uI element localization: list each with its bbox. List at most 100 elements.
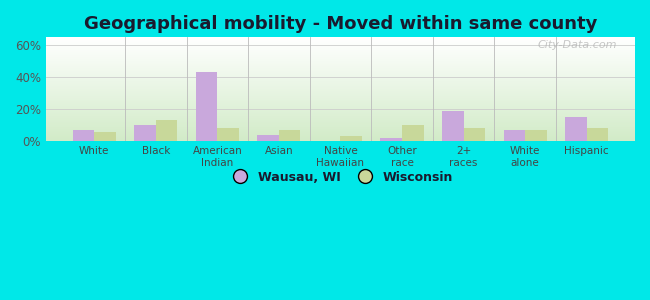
- Bar: [46, 115, 635, 116]
- Bar: [46, 100, 635, 101]
- Bar: [46, 132, 635, 133]
- Bar: [46, 111, 635, 112]
- Bar: [46, 119, 635, 120]
- Bar: [46, 56, 635, 57]
- Bar: [46, 39, 635, 40]
- Bar: [46, 120, 635, 121]
- Bar: [73, 130, 94, 141]
- Bar: [46, 140, 635, 141]
- Bar: [46, 124, 635, 125]
- Bar: [46, 110, 635, 111]
- Bar: [46, 63, 635, 64]
- Bar: [46, 137, 635, 138]
- Bar: [46, 44, 635, 45]
- Bar: [380, 138, 402, 141]
- Bar: [46, 51, 635, 52]
- Bar: [46, 94, 635, 95]
- Bar: [46, 38, 635, 39]
- Bar: [46, 136, 635, 137]
- Bar: [94, 131, 116, 141]
- Bar: [46, 121, 635, 122]
- Bar: [46, 55, 635, 56]
- Bar: [46, 103, 635, 104]
- Bar: [46, 73, 635, 74]
- Bar: [46, 50, 635, 51]
- Bar: [46, 127, 635, 128]
- Bar: [46, 48, 635, 49]
- Bar: [46, 59, 635, 60]
- Bar: [46, 83, 635, 84]
- Bar: [46, 40, 635, 41]
- Bar: [46, 37, 635, 38]
- Bar: [46, 88, 635, 89]
- Bar: [46, 65, 635, 66]
- Bar: [46, 93, 635, 94]
- Bar: [525, 130, 547, 141]
- Bar: [46, 112, 635, 113]
- Bar: [46, 53, 635, 54]
- Bar: [46, 79, 635, 80]
- Bar: [46, 41, 635, 42]
- Bar: [46, 130, 635, 131]
- Bar: [46, 89, 635, 90]
- Bar: [46, 75, 635, 76]
- Bar: [46, 135, 635, 136]
- Bar: [46, 134, 635, 135]
- Bar: [46, 76, 635, 77]
- Bar: [46, 84, 635, 85]
- Bar: [46, 96, 635, 97]
- Bar: [46, 46, 635, 47]
- Text: City-Data.com: City-Data.com: [538, 40, 618, 50]
- Bar: [463, 128, 485, 141]
- Bar: [46, 42, 635, 43]
- Bar: [46, 72, 635, 73]
- Bar: [587, 128, 608, 141]
- Bar: [46, 70, 635, 71]
- Bar: [46, 122, 635, 123]
- Bar: [46, 82, 635, 83]
- Bar: [46, 125, 635, 126]
- Bar: [46, 114, 635, 115]
- Bar: [46, 139, 635, 140]
- Bar: [46, 117, 635, 118]
- Bar: [46, 138, 635, 139]
- Bar: [46, 49, 635, 50]
- Bar: [46, 101, 635, 102]
- Legend: Wausau, WI, Wisconsin: Wausau, WI, Wisconsin: [222, 166, 458, 189]
- Bar: [46, 99, 635, 100]
- Bar: [46, 123, 635, 124]
- Bar: [46, 104, 635, 105]
- Bar: [46, 54, 635, 55]
- Title: Geographical mobility - Moved within same county: Geographical mobility - Moved within sam…: [84, 15, 597, 33]
- Bar: [46, 52, 635, 53]
- Bar: [46, 74, 635, 75]
- Bar: [504, 130, 525, 141]
- Bar: [46, 126, 635, 127]
- Bar: [46, 71, 635, 72]
- Bar: [46, 61, 635, 62]
- Bar: [46, 105, 635, 106]
- Bar: [196, 73, 217, 141]
- Bar: [257, 135, 279, 141]
- Bar: [402, 125, 424, 141]
- Bar: [46, 133, 635, 134]
- Bar: [46, 113, 635, 114]
- Bar: [46, 91, 635, 92]
- Bar: [46, 78, 635, 79]
- Bar: [156, 120, 177, 141]
- Bar: [46, 80, 635, 81]
- Bar: [46, 45, 635, 46]
- Bar: [46, 67, 635, 68]
- Bar: [46, 87, 635, 88]
- Bar: [46, 97, 635, 98]
- Bar: [134, 125, 156, 141]
- Bar: [46, 77, 635, 78]
- Bar: [279, 130, 300, 141]
- Bar: [46, 128, 635, 129]
- Bar: [46, 47, 635, 48]
- Bar: [46, 40, 635, 41]
- Bar: [46, 62, 635, 63]
- Bar: [46, 57, 635, 58]
- Bar: [46, 106, 635, 107]
- Bar: [46, 90, 635, 91]
